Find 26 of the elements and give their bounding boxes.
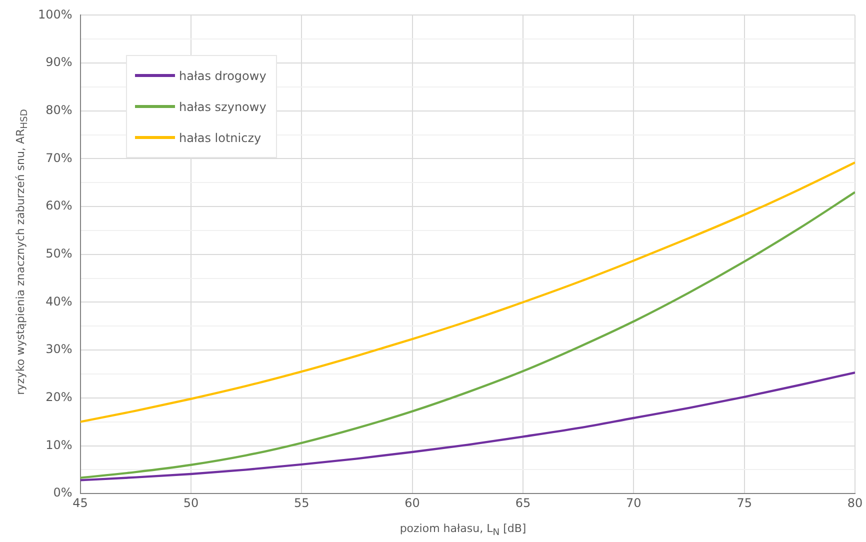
- legend-label: hałas drogowy: [179, 68, 266, 82]
- line-series: [80, 191, 855, 479]
- y-tick-label: 20%: [46, 390, 72, 404]
- line-series: [80, 371, 855, 482]
- x-tick-label: 80: [847, 496, 863, 510]
- y-tick-label: 50%: [46, 246, 72, 261]
- line-series: [80, 161, 855, 423]
- legend-label: hałas szynowy: [179, 100, 266, 114]
- y-tick-label: 100%: [38, 7, 72, 22]
- y-tick-label: 70%: [46, 150, 72, 165]
- x-tick-label: 60: [404, 496, 420, 510]
- x-tick-label: 45: [72, 496, 88, 510]
- x-tick-label: 75: [736, 496, 752, 510]
- y-tick-label: 40%: [46, 294, 72, 308]
- x-tick-label: 50: [183, 496, 199, 510]
- x-tick-label: 70: [626, 496, 642, 510]
- y-tick-label: 30%: [46, 342, 72, 356]
- x-tick-label: 55: [294, 496, 310, 510]
- y-tick-label: 60%: [46, 198, 72, 213]
- y-tick-label: 10%: [46, 438, 72, 452]
- y-tick-label: 0%: [53, 486, 72, 500]
- x-tick-label: 65: [515, 496, 531, 510]
- y-tick-label: 80%: [46, 103, 72, 118]
- y-tick-label: 90%: [46, 55, 72, 70]
- legend-label: hałas lotniczy: [179, 130, 262, 144]
- x-axis-title: poziom hałasu, L$_{N}$ [dB]: [400, 522, 526, 538]
